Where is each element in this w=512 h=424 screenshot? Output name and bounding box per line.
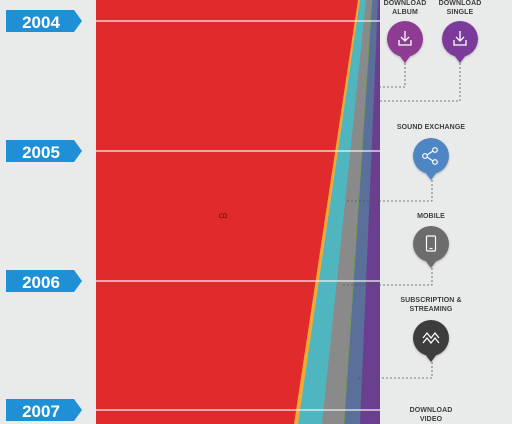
stream-icon <box>422 331 440 345</box>
year-tag-2006: 2006 <box>6 270 82 292</box>
year-tag-shape <box>6 270 82 292</box>
download-icon <box>453 31 467 46</box>
leader-line-mobile <box>342 268 433 286</box>
format-pins <box>387 21 478 362</box>
pin-download-album <box>387 21 423 63</box>
leader-lines <box>342 63 461 379</box>
pin-download-single <box>442 21 478 63</box>
year-label-2007: 2007 <box>22 402 60 421</box>
year-gridlines <box>96 20 380 411</box>
year-tag-2004: 2004 <box>6 10 82 32</box>
pin-sound-exchange <box>413 138 449 180</box>
format-label-download-video: DOWNLOAD VIDEO <box>409 407 453 423</box>
download-icon <box>398 31 412 46</box>
stacked-area-plot <box>96 0 380 424</box>
leader-line-subscription-streaming <box>358 362 433 379</box>
year-label-2005: 2005 <box>22 143 60 162</box>
leader-line-download-album <box>380 63 406 88</box>
year-label-2006: 2006 <box>22 273 60 292</box>
series-area-cd <box>96 0 358 424</box>
pin-body <box>413 138 449 174</box>
year-tag-2005: 2005 <box>6 140 82 162</box>
year-tags: 2004 2005 2006 2007 <box>6 10 82 421</box>
series-label-cd: CD <box>219 214 228 220</box>
pin-tip <box>399 55 411 63</box>
year-tag-shape <box>6 140 82 162</box>
format-label-mobile: MOBILE <box>417 213 445 220</box>
phone-icon <box>425 235 437 252</box>
pin-tip <box>454 55 466 63</box>
format-label-download-album: DOWNLOAD ALBUM <box>383 0 427 16</box>
format-label-sound-exchange: SOUND EXCHANGE <box>396 124 466 131</box>
leader-line-sound-exchange <box>346 180 433 202</box>
pin-tip <box>425 260 437 268</box>
share-icon <box>422 147 438 165</box>
pin-tip <box>425 172 437 180</box>
format-label-download-single: DOWNLOAD SINGLE <box>438 0 482 16</box>
pin-subscription-streaming <box>413 320 449 362</box>
pin-mobile <box>413 226 449 268</box>
year-tag-2007: 2007 <box>6 399 82 421</box>
series-line-mobile <box>343 0 373 424</box>
leader-line-download-single <box>378 63 461 102</box>
year-label-2004: 2004 <box>22 13 60 32</box>
year-tag-shape <box>6 399 82 421</box>
format-label-subscription-streaming: SUBSCRIPTION & STREAMING <box>400 297 462 313</box>
pin-tip <box>425 354 437 362</box>
pin-body <box>413 226 449 262</box>
year-tag-shape <box>6 10 82 32</box>
